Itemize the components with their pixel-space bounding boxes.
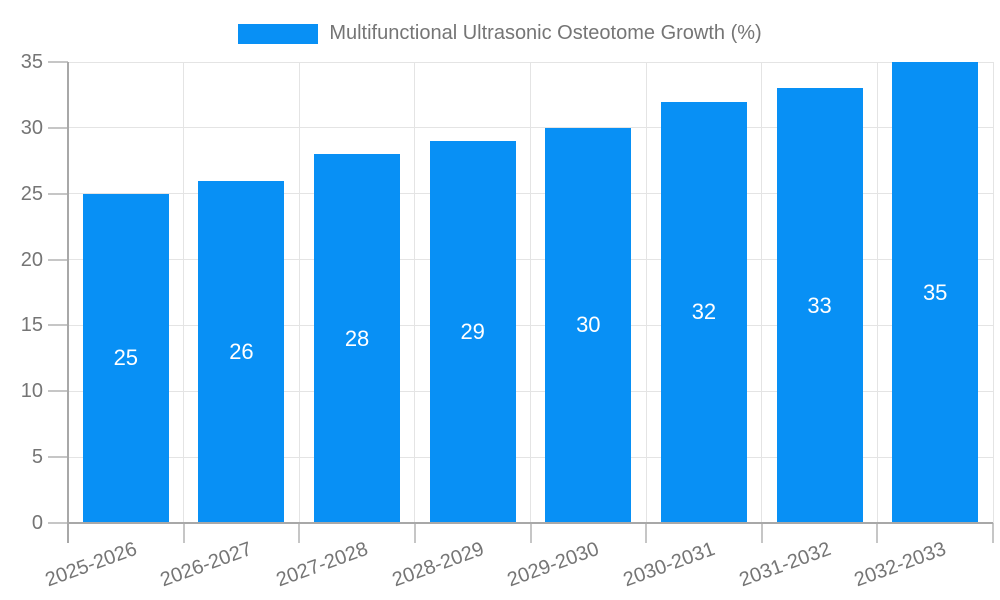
v-gridline (992, 62, 994, 523)
y-axis-tick (48, 324, 68, 327)
v-gridline (876, 62, 878, 523)
y-axis-tick (48, 456, 68, 459)
x-axis-tick (876, 523, 879, 543)
x-axis-line (68, 522, 993, 524)
x-axis-tick (760, 523, 763, 543)
bar[interactable] (429, 141, 516, 523)
v-gridline (761, 62, 763, 523)
y-axis-tick (48, 192, 68, 195)
bar[interactable] (314, 154, 401, 523)
y-axis-tick (48, 390, 68, 393)
x-axis-tick (529, 523, 532, 543)
y-axis-label: 0 (31, 512, 43, 534)
y-axis-tick (48, 126, 68, 129)
y-axis-label: 20 (20, 248, 43, 271)
bar[interactable] (776, 88, 863, 523)
legend-swatch-icon (238, 23, 319, 44)
v-gridline (414, 62, 416, 523)
bar[interactable] (198, 180, 285, 523)
y-axis-tick (48, 522, 68, 524)
y-axis-line (67, 62, 69, 543)
bar[interactable] (660, 101, 747, 523)
y-axis-label: 35 (20, 51, 43, 73)
x-axis-tick (182, 523, 185, 543)
y-axis-label: 10 (20, 380, 43, 403)
v-gridline (530, 62, 531, 523)
v-gridline (183, 62, 185, 523)
x-axis-tick (645, 523, 648, 543)
y-axis-label: 25 (20, 182, 43, 205)
v-gridline (298, 62, 300, 523)
bar[interactable] (82, 193, 169, 523)
legend: Multifunctional Ultrasonic Osteotome Gro… (0, 22, 1000, 45)
y-axis-label: 5 (31, 446, 43, 469)
x-axis-tick (992, 523, 994, 543)
y-axis-tick (48, 258, 68, 261)
y-axis-tick (48, 61, 68, 63)
plot-area: 0 5 10 15 20 25 30 35 25 2025-2026 26 2026-2027 28 20… (21, 51, 994, 591)
bar[interactable] (892, 62, 979, 523)
legend-series-label: Multifunctional Ultrasonic Osteotome Gro… (329, 22, 762, 44)
v-gridline (645, 62, 647, 523)
bar[interactable] (545, 127, 632, 523)
x-axis-tick (298, 523, 301, 543)
y-axis-label: 15 (20, 314, 43, 337)
x-axis-tick (413, 523, 416, 543)
y-axis-label: 30 (20, 116, 43, 139)
legend-item[interactable]: Multifunctional Ultrasonic Osteotome Gro… (238, 22, 762, 45)
